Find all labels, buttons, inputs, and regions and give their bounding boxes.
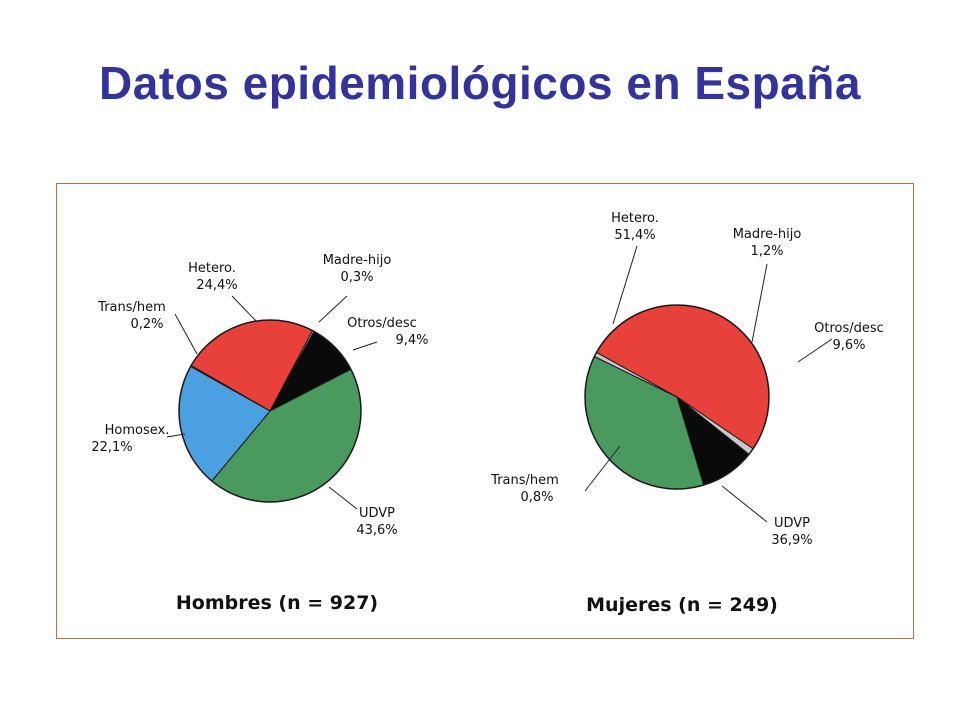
page-title: Datos epidemiológicos en España	[99, 57, 861, 109]
slice-label-madre-hijo: Madre-hijo	[323, 253, 392, 268]
slice-label-otros-desc: Otros/desc	[814, 321, 884, 336]
leader-line-otros-desc	[797, 338, 833, 363]
leader-line-madre-hijo	[318, 295, 348, 323]
slice-value-homosex: 22,1%	[91, 440, 132, 455]
leader-line-homosex	[166, 433, 186, 438]
slice-value-hetero: 24,4%	[196, 278, 237, 293]
leader-line-trans-hem	[174, 313, 198, 355]
leader-line-udvp	[328, 486, 358, 510]
pie-outline	[178, 319, 362, 503]
leader-line-udvp	[721, 485, 768, 523]
slice-value-hetero: 51,4%	[614, 228, 655, 243]
slice-label-madre-hijo: Madre-hijo	[733, 227, 802, 242]
leader-line-otros-desc	[352, 341, 378, 351]
slice-value-madre-hijo: 0,3%	[340, 270, 373, 285]
slice-value-madre-hijo: 1,2%	[750, 244, 783, 259]
chart-caption: Mujeres (n = 249)	[586, 594, 778, 616]
slice-label-trans-hem: Trans/hem	[490, 473, 559, 488]
leader-line-trans-hem	[584, 445, 621, 492]
figure-frame: Hetero. 24,4% Madre-hijo 0,3% Otros/desc 9,4%…	[56, 183, 914, 639]
pie-outline	[584, 304, 770, 490]
chart-mujeres: Hetero. 51,4% Madre-hijo 1,2% Otros/desc 9,6%…	[490, 211, 884, 616]
slice-label-udvp: UDVP	[774, 516, 810, 531]
slice-value-udvp: 43,6%	[356, 523, 397, 538]
slice-label-homosex: Homosex.	[105, 423, 170, 438]
slice-label-udvp: UDVP	[359, 506, 395, 521]
chart-caption: Hombres (n = 927)	[176, 592, 378, 614]
slice-label-hetero: Hetero.	[611, 211, 659, 226]
slice-value-otros-desc: 9,4%	[395, 333, 428, 348]
slice-label-hetero: Hetero.	[188, 261, 236, 276]
slice-value-otros-desc: 9,6%	[832, 338, 865, 353]
slice-label-otros-desc: Otros/desc	[347, 316, 417, 331]
leader-line-hetero	[612, 245, 638, 325]
slice-label-trans-hem: Trans/hem	[97, 300, 166, 315]
slice-value-trans-hem: 0,2%	[130, 317, 163, 332]
leader-line-madre-hijo	[751, 263, 768, 343]
pie-charts: Hetero. 24,4% Madre-hijo 0,3% Otros/desc 9,4%…	[91, 211, 884, 616]
leader-line-hetero	[231, 295, 258, 323]
slice-value-udvp: 36,9%	[771, 533, 812, 548]
slice-value-trans-hem: 0,8%	[520, 490, 553, 505]
chart-hombres: Hetero. 24,4% Madre-hijo 0,3% Otros/desc 9,4%…	[91, 253, 428, 614]
